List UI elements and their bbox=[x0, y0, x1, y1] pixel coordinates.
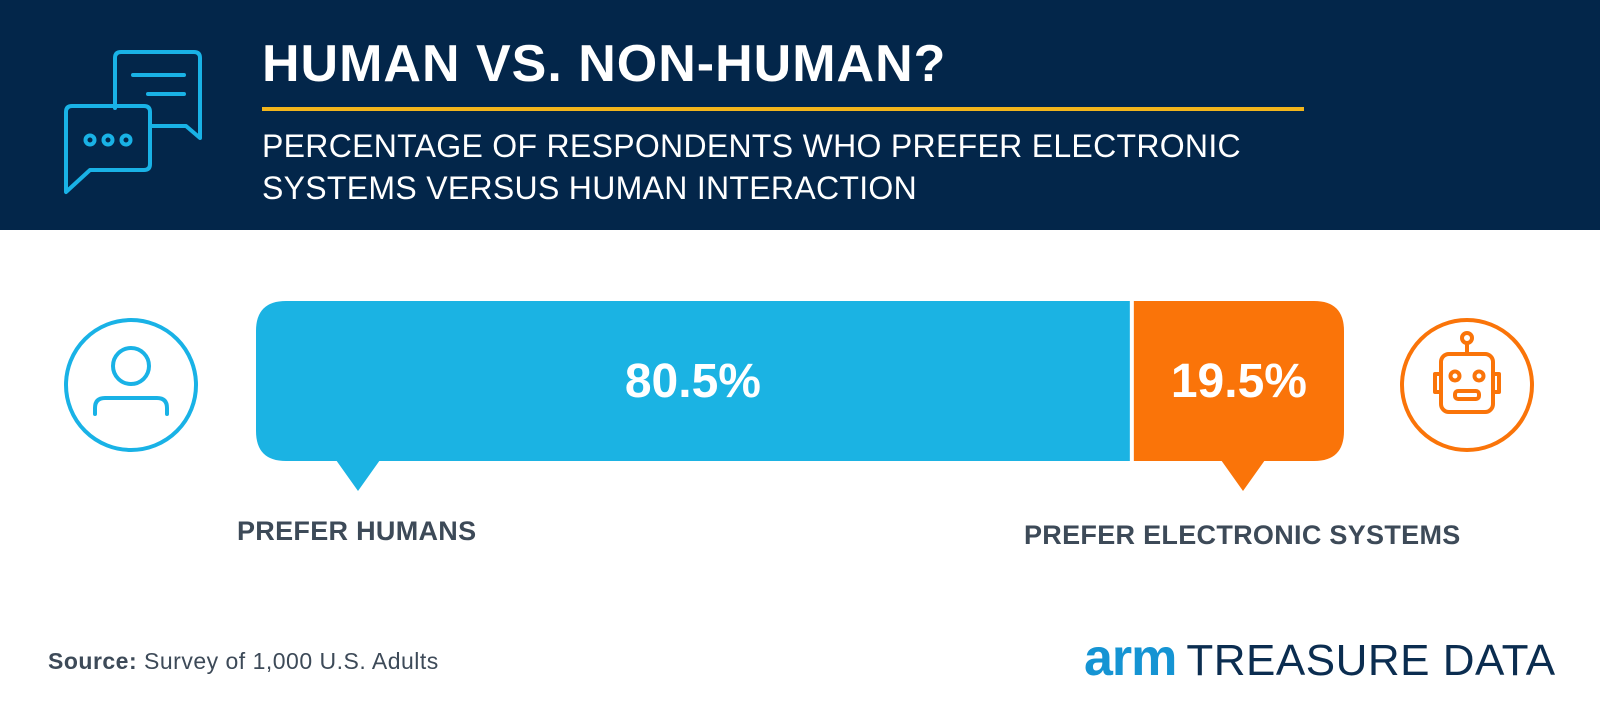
bar-segment-prefer-electronic bbox=[1133, 301, 1344, 461]
logo-arm-text: arm bbox=[1084, 629, 1177, 687]
source-note: Source: Survey of 1,000 U.S. Adults bbox=[48, 648, 439, 675]
source-text: Survey of 1,000 U.S. Adults bbox=[144, 648, 439, 674]
pointer-prefer-humans bbox=[336, 460, 380, 491]
chat-bubbles-icon bbox=[64, 50, 202, 194]
source-label: Source: bbox=[48, 648, 138, 674]
logo-treasure-data-text: TREASURE DATA bbox=[1186, 636, 1556, 685]
header-banner: HUMAN VS. NON-HUMAN? PERCENTAGE OF RESPO… bbox=[0, 0, 1600, 230]
person-icon bbox=[64, 318, 198, 452]
title-underline bbox=[262, 107, 1304, 111]
pointer-prefer-electronic bbox=[1221, 460, 1265, 491]
category-label-prefer-humans: PREFER HUMANS bbox=[237, 516, 477, 546]
arm-treasure-data-logo: arm TREASURE DATA bbox=[1084, 629, 1556, 687]
page-title: HUMAN VS. NON-HUMAN? bbox=[262, 35, 947, 93]
page-subtitle: PERCENTAGE OF RESPONDENTS WHO PREFER ELE… bbox=[262, 128, 1241, 206]
bar-segment-prefer-humans bbox=[256, 301, 1130, 461]
value-label-prefer-electronic: 19.5% bbox=[1170, 355, 1307, 408]
robot-icon bbox=[1400, 318, 1534, 452]
category-label-prefer-electronic: PREFER ELECTRONIC SYSTEMS bbox=[1024, 520, 1461, 550]
value-label-prefer-humans: 80.5% bbox=[624, 355, 761, 408]
